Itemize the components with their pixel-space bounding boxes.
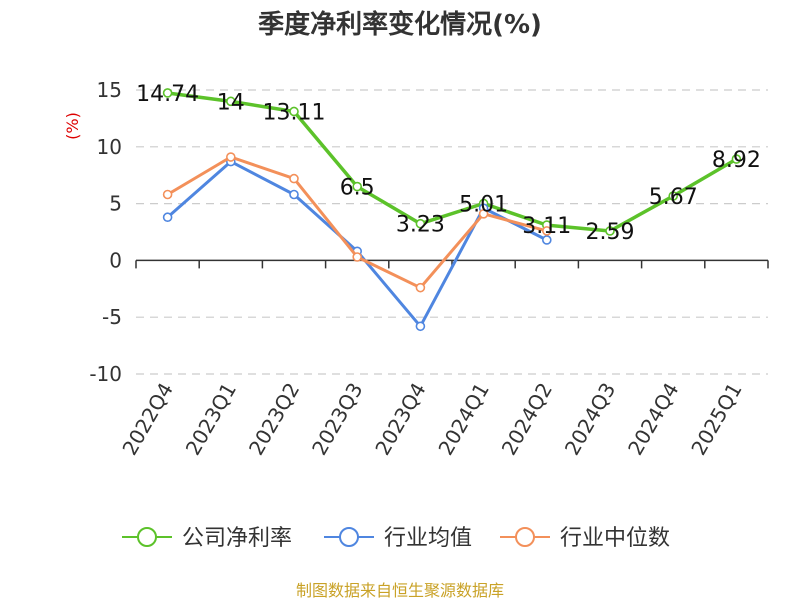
legend-marker	[137, 527, 157, 547]
x-tick-label: 2024Q4	[623, 379, 683, 460]
data-label: 5.67	[649, 185, 698, 210]
y-axis-unit: (%)	[63, 112, 82, 140]
x-tick-label: 2023Q1	[181, 379, 241, 460]
grid-layer	[136, 89, 768, 375]
x-tick-label: 2024Q3	[560, 379, 620, 460]
y-tick-label: 5	[109, 192, 122, 216]
series-point	[605, 226, 615, 236]
y-tick-label: 0	[109, 248, 122, 272]
data-label: 14.74	[136, 82, 199, 107]
data-label: 3.11	[522, 214, 571, 239]
series-line	[167, 91, 738, 233]
x-tick-label: 2024Q1	[433, 378, 493, 459]
y-tick-label: 10	[97, 135, 122, 159]
data-label-layer: 14.74 14 13.11 6.5 3.23 5.01 3.11 2.59 5.67 8.92	[136, 82, 761, 245]
series-point	[352, 181, 363, 192]
data-label: 8.92	[712, 148, 761, 173]
series-point	[289, 173, 299, 184]
legend-label: 行业均值	[384, 526, 472, 551]
series-point	[162, 212, 173, 223]
series-point	[289, 189, 299, 200]
series-point	[226, 96, 236, 107]
y-tick-label: 15	[97, 78, 122, 102]
data-label: 2.59	[586, 220, 635, 245]
x-tick-label: 2023Q2	[244, 379, 304, 460]
series-point	[226, 152, 236, 162]
data-label: 3.23	[396, 213, 445, 238]
y-tick-label: -5	[102, 305, 122, 329]
data-label: 13.11	[263, 100, 326, 125]
series-point	[478, 209, 489, 219]
legend-label: 行业中位数	[560, 526, 670, 551]
series-point	[668, 191, 679, 201]
legend-marker	[515, 527, 535, 547]
series-point	[415, 218, 426, 229]
data-label: 5.01	[459, 192, 508, 217]
series-point	[289, 106, 299, 117]
series-point	[162, 88, 173, 98]
legend-marker	[339, 527, 359, 547]
series-point	[731, 154, 742, 164]
data-label: 6.5	[340, 176, 375, 201]
x-tick-label: 2022Q4	[117, 379, 177, 460]
data-source-note: 制图数据来自恒生聚源数据库	[295, 581, 504, 600]
data-label: 14	[217, 90, 245, 115]
series-point	[162, 189, 173, 200]
series-layer	[162, 88, 742, 332]
series-point	[415, 321, 426, 332]
series-point	[352, 252, 363, 262]
series-point	[415, 282, 426, 293]
x-tick-label: 2023Q4	[370, 379, 430, 460]
y-tick-label: -10	[89, 362, 122, 386]
series-point	[541, 226, 552, 236]
x-tick-label: 2024Q2	[497, 379, 557, 460]
legend-label: 公司净利率	[182, 526, 292, 551]
chart-title: 季度净利率变化情况(%)	[258, 10, 542, 40]
legend: 公司净利率 行业均值 行业中位数	[122, 526, 670, 551]
x-tick-label: 2025Q1	[686, 379, 746, 460]
x-tick-label: 2023Q3	[307, 379, 367, 460]
series-point	[541, 235, 552, 245]
